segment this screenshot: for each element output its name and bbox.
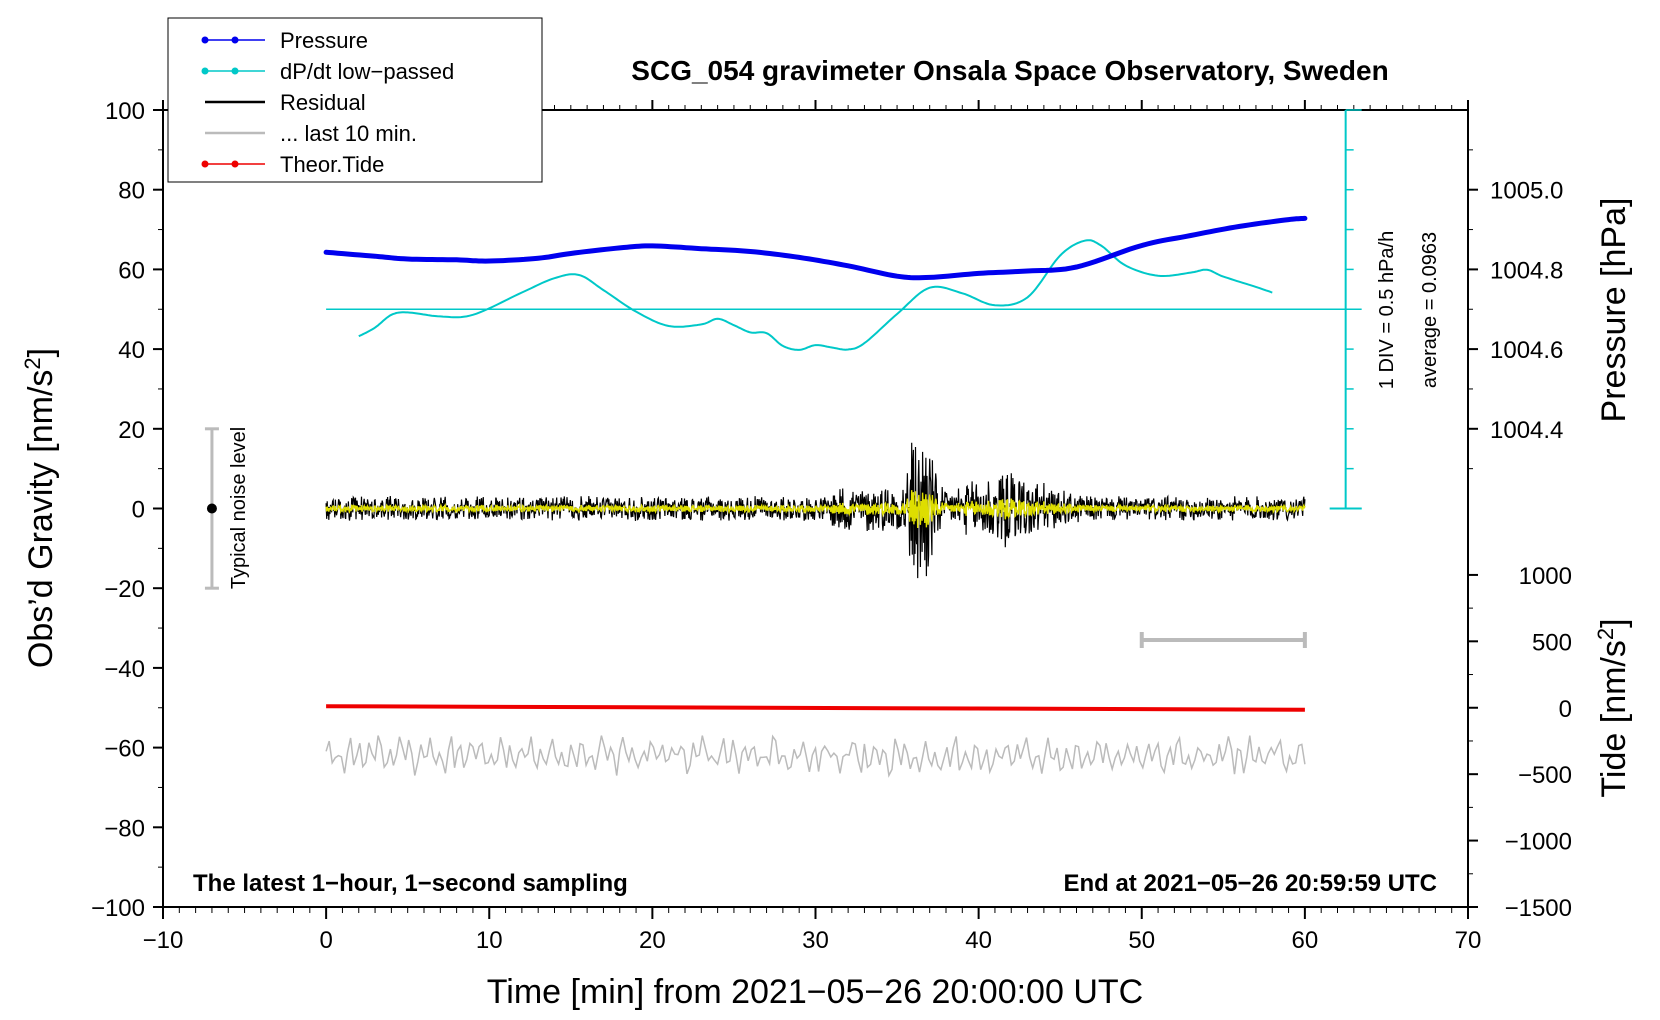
y-tick-label: 0 [132, 497, 145, 524]
dpdt-scale-label: 1 DIV = 0.5 hPa/h [1376, 231, 1398, 389]
footer-left-label: The latest 1−hour, 1−second sampling [193, 870, 628, 897]
x-tick-label: 50 [1128, 927, 1155, 954]
pressure-series-line [323, 215, 1308, 281]
x-tick-label: 0 [319, 927, 332, 954]
x-tick-label: 30 [802, 927, 829, 954]
tide-tick-label: −1000 [1505, 829, 1572, 856]
legend-label-dp-dt-low-passed: dP/dt low−passed [280, 59, 454, 84]
x-tick-label: 40 [965, 927, 992, 954]
x-tick-label: 10 [476, 927, 503, 954]
legend-marker-dp-dt-low-passed [201, 67, 209, 75]
legend-label-last-10-min: ... last 10 min. [280, 121, 417, 146]
tide-tick-label: −500 [1518, 762, 1572, 789]
legend-label-residual: Residual [280, 90, 366, 115]
pressure-tick-label: 1004.4 [1490, 417, 1563, 444]
tide-tick-label: 0 [1559, 696, 1572, 723]
x-tick-label: 60 [1292, 927, 1319, 954]
y-axis-title-pressure: Pressure [hPa] [1595, 198, 1633, 423]
tide-series-line [326, 704, 1305, 712]
y-tick-label: 60 [118, 257, 145, 284]
y-tick-label: 80 [118, 178, 145, 205]
legend-marker-pressure [231, 36, 239, 44]
legend-label-pressure: Pressure [280, 28, 368, 53]
footer-right-label: End at 2021−05−26 20:59:59 UTC [1063, 870, 1437, 897]
dpdt-series-line [358, 239, 1273, 351]
legend-marker-dp-dt-low-passed [231, 67, 239, 75]
noise-bar-dot [206, 503, 217, 514]
y-tick-label: 40 [118, 337, 145, 364]
tide-tick-label: −1500 [1505, 895, 1572, 922]
chart-title: SCG_054 gravimeter Onsala Space Observat… [631, 55, 1388, 86]
x-tick-label: 70 [1455, 927, 1482, 954]
series-layer [323, 215, 1346, 778]
noise-level-label: Typical noise level [228, 427, 250, 589]
legend-box [167, 17, 543, 183]
legend-marker-pressure [201, 36, 209, 44]
y-tick-label: 20 [118, 417, 145, 444]
axis-layer: −10 0 10 20 30 40 50 60 70−100−80−60−40−20020406… [91, 98, 1572, 954]
y-tick-label: −80 [104, 815, 145, 842]
last10-series-line [325, 734, 1306, 778]
legend-marker-theor-tide [231, 160, 239, 168]
y-axis-title-tide: Tide [nm/s2] [1593, 618, 1633, 797]
x-tick-label: −10 [143, 927, 184, 954]
y-tick-label: −20 [104, 576, 145, 603]
legend-label-theor-tide: Theor.Tide [280, 152, 384, 177]
residual-smoothed-line [325, 490, 1306, 529]
tide-tick-label: 500 [1532, 629, 1572, 656]
y-tick-label: −40 [104, 656, 145, 683]
y-axis-title-left: Obs’d Gravity [nm/s2] [20, 348, 60, 668]
pressure-tick-label: 1005.0 [1490, 178, 1563, 205]
y-tick-label: −100 [91, 895, 145, 922]
pressure-tick-label: 1004.6 [1490, 337, 1563, 364]
dpdt-average-label: average = 0.0963 [1419, 232, 1441, 388]
tide-tick-label: 1000 [1519, 563, 1572, 590]
x-tick-label: 20 [639, 927, 666, 954]
y-tick-label: −60 [104, 736, 145, 763]
x-axis-title: Time [min] from 2021−05−26 20:00:00 UTC [487, 973, 1143, 1011]
legend-items: Pressure dP/dt low−passed Residual ... last… [201, 28, 454, 177]
legend-marker-theor-tide [201, 160, 209, 168]
legend: Pressure dP/dt low−passed Residual ... last… [167, 17, 543, 183]
pressure-tick-label: 1004.8 [1490, 257, 1563, 284]
y-tick-label: 100 [105, 98, 145, 125]
